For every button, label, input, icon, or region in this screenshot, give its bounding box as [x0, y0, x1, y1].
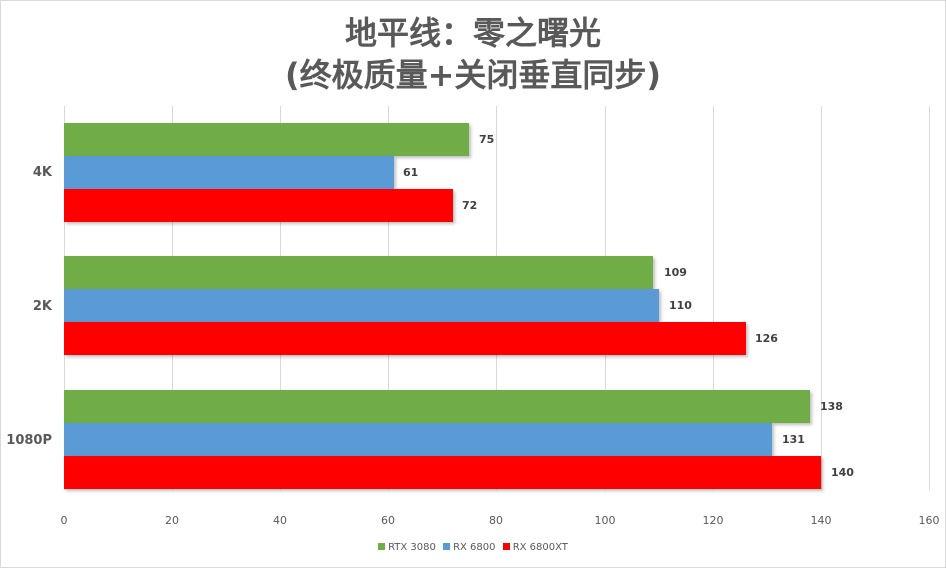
category-label-4k: 4K — [32, 165, 52, 180]
legend-item-rx6800: RX 6800 — [443, 542, 496, 553]
data-label: 72 — [462, 199, 478, 212]
legend-label: RX 6800XT — [512, 542, 568, 553]
bar-1080p-rtx3080 — [64, 390, 810, 423]
x-tick: 60 — [381, 514, 395, 527]
gridline — [713, 106, 714, 490]
x-tick: 120 — [702, 514, 724, 527]
data-label: 126 — [755, 332, 778, 345]
legend: RTX 3080 RX 6800 RX 6800XT — [0, 542, 946, 553]
bar-1080p-rx6800 — [64, 423, 772, 456]
legend-swatch-icon — [443, 543, 451, 550]
plot-area: 75 61 72 109 110 126 138 131 140 — [64, 106, 930, 490]
bar-2k-rtx3080 — [64, 256, 653, 289]
data-label: 75 — [479, 133, 495, 146]
bar-4k-rx6800 — [64, 156, 394, 189]
chart-title-line2: (终极质量+关闭垂直同步) — [284, 56, 662, 94]
bar-2k-rx6800 — [64, 289, 659, 322]
legend-swatch-icon — [502, 543, 510, 550]
x-tick: 40 — [273, 514, 287, 527]
x-tick: 160 — [918, 514, 940, 527]
x-tick: 140 — [810, 514, 832, 527]
chart-title-line1: 地平线：零之曙光 — [344, 14, 601, 52]
category-label-1080p: 1080P — [6, 433, 52, 448]
bar-2k-rx6800xt — [64, 322, 746, 355]
legend-item-rtx3080: RTX 3080 — [378, 542, 436, 553]
gridline — [821, 106, 822, 490]
data-label: 131 — [782, 433, 805, 446]
x-tick: 20 — [165, 514, 179, 527]
legend-swatch-icon — [378, 543, 386, 550]
gridline — [929, 106, 930, 490]
bar-1080p-rx6800xt — [64, 456, 821, 489]
data-label: 140 — [831, 466, 854, 479]
x-tick: 80 — [489, 514, 503, 527]
legend-item-rx6800xt: RX 6800XT — [502, 542, 568, 553]
category-label-2k: 2K — [32, 299, 52, 314]
data-label: 61 — [403, 166, 419, 179]
bar-4k-rx6800xt — [64, 189, 453, 222]
data-label: 110 — [669, 299, 692, 312]
x-tick: 100 — [594, 514, 616, 527]
data-label: 109 — [664, 266, 687, 279]
legend-label: RX 6800 — [453, 542, 496, 553]
data-label: 138 — [820, 400, 843, 413]
bar-4k-rtx3080 — [64, 123, 469, 156]
x-tick: 0 — [60, 514, 68, 527]
legend-label: RTX 3080 — [388, 542, 436, 553]
